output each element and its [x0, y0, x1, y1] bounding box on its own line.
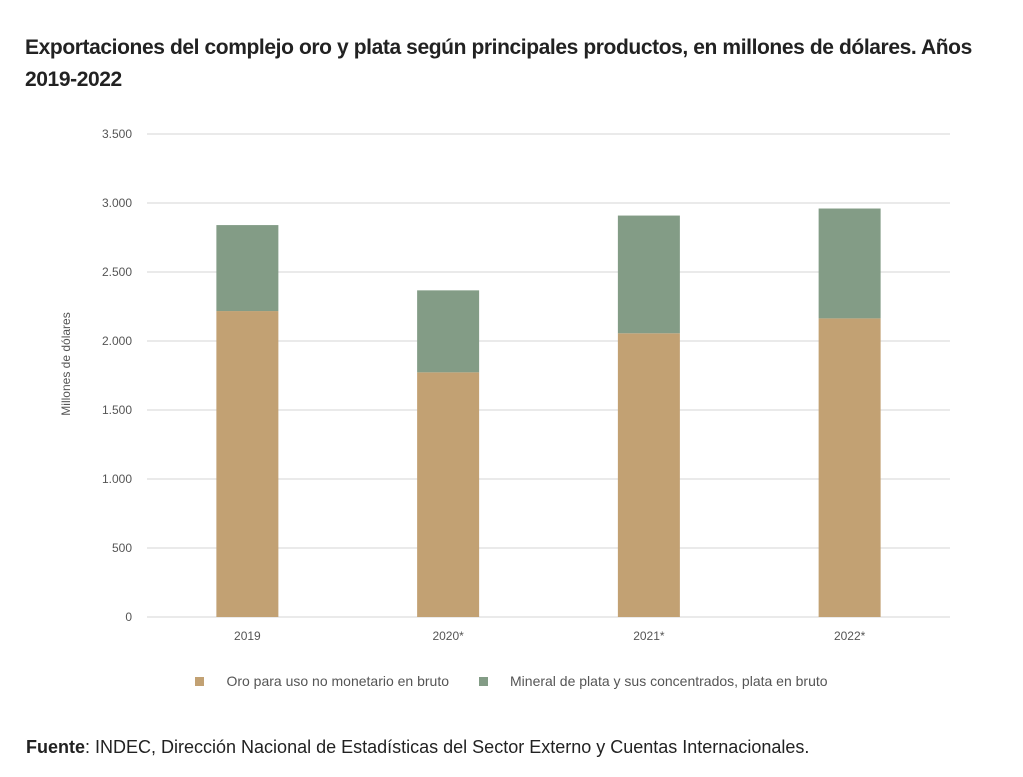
y-tick-label: 3.000 — [102, 196, 132, 210]
legend-swatch-plata — [479, 676, 489, 686]
legend-label-plata: Mineral de plata y sus concentrados, pla… — [510, 673, 828, 689]
chart-title: Exportaciones del complejo oro y plata s… — [25, 36, 972, 91]
bar-plata-2021 — [617, 215, 680, 334]
y-tick-label: 3.500 — [102, 127, 132, 141]
x-tick-label: 2019 — [234, 629, 261, 643]
source-label: Fuente — [26, 737, 86, 757]
source-text: : INDEC, Dirección Nacional de Estadísti… — [85, 737, 810, 757]
y-tick-label: 0 — [125, 610, 132, 624]
y-tick-label: 1.500 — [102, 403, 132, 417]
x-tick-label: 2020* — [432, 629, 464, 643]
x-tick-label: 2022* — [834, 629, 866, 643]
legend-item-oro: Oro para uso no monetario en bruto — [195, 673, 449, 689]
y-axis-label: Millones de dólares — [59, 312, 73, 415]
legend-label-oro: Oro para uso no monetario en bruto — [226, 673, 450, 689]
y-tick-label: 1.000 — [102, 472, 132, 486]
legend: Oro para uso no monetario en bruto Miner… — [0, 673, 1023, 689]
bar-plata-2020 — [417, 290, 480, 373]
legend-item-plata: Mineral de plata y sus concentrados, pla… — [479, 673, 828, 689]
bar-plata-2019 — [216, 225, 279, 312]
y-tick-label: 2.500 — [102, 265, 132, 279]
bar-plata-2022 — [818, 208, 881, 319]
bar-oro-2019 — [216, 311, 279, 617]
y-tick-label: 500 — [112, 541, 132, 555]
source-note: Fuente: INDEC, Dirección Nacional de Est… — [26, 737, 809, 758]
bar-oro-2021 — [617, 333, 680, 617]
legend-swatch-oro — [195, 676, 205, 686]
x-tick-label: 2021* — [633, 629, 665, 643]
y-tick-label: 2.000 — [102, 334, 132, 348]
bar-oro-2022 — [818, 318, 881, 617]
bar-oro-2020 — [417, 372, 480, 617]
